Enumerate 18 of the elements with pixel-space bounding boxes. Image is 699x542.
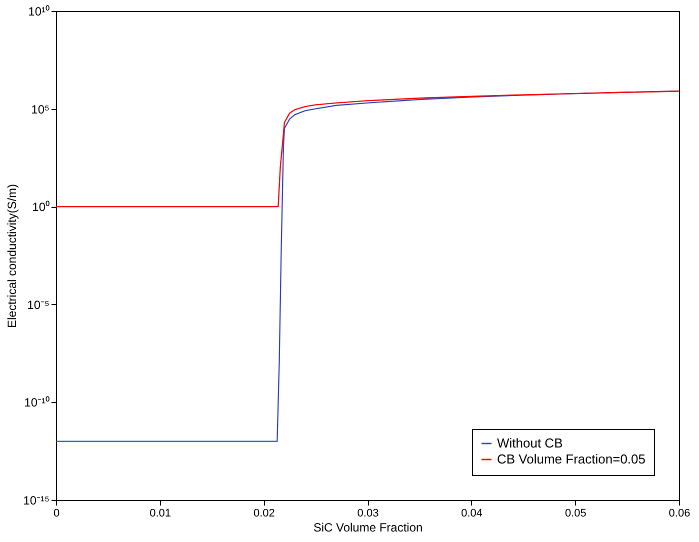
x-axis-title: SiC Volume Fraction xyxy=(313,520,423,534)
y-tick-label: 10¹⁰ xyxy=(28,4,50,18)
y-tick-label: 10⁰ xyxy=(32,200,50,214)
legend-label: Without CB xyxy=(497,436,563,450)
legend-label: CB Volume Fraction=0.05 xyxy=(497,452,646,466)
y-tick-label: 10⁻⁵ xyxy=(27,298,50,312)
line-series xyxy=(56,90,679,208)
x-tick-label: 0.03 xyxy=(357,508,379,520)
y-tick-label: 10⁵ xyxy=(31,102,50,116)
y-tick-label: 10⁻¹⁰ xyxy=(24,396,50,410)
x-tick-label: 0.02 xyxy=(253,508,275,520)
x-tick-label: 0 xyxy=(53,508,60,520)
x-tick-label: 0.06 xyxy=(668,508,690,520)
x-tick-label: 0.04 xyxy=(461,508,483,520)
x-tick-label: 0.01 xyxy=(150,508,172,520)
y-tick-label: 10⁻¹⁵ xyxy=(23,494,50,508)
y-axis-title: Electrical conductivity(S/m) xyxy=(5,184,20,328)
x-tick-label: 0.05 xyxy=(564,508,586,520)
